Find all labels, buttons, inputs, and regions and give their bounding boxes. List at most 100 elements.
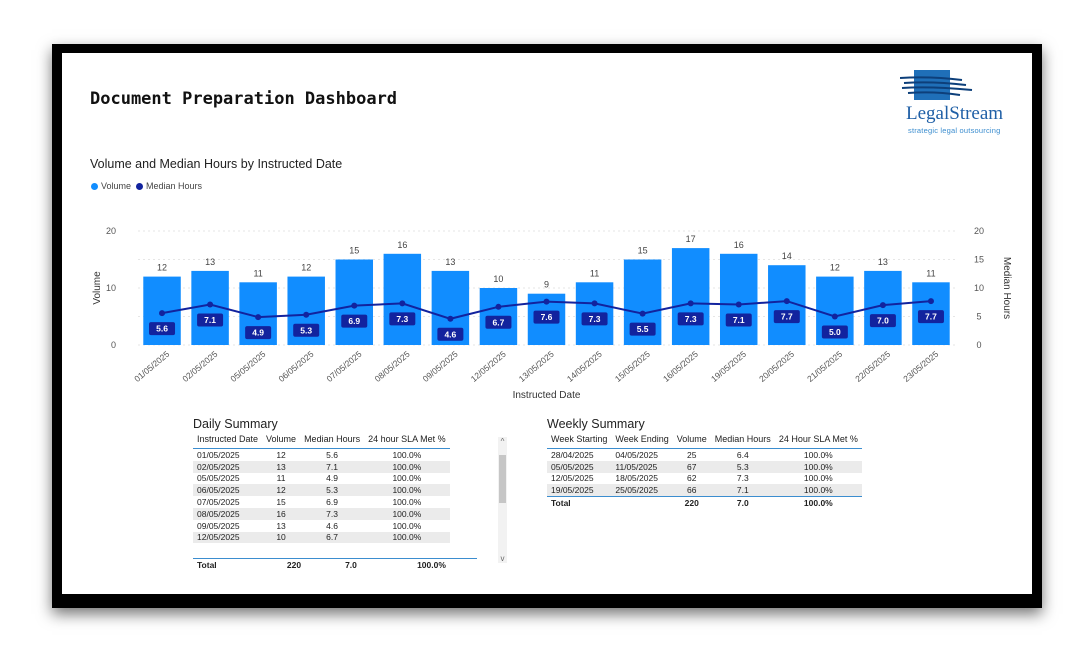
col-header-sla[interactable]: 24 hour SLA Met % (364, 434, 450, 449)
volume-bar[interactable] (383, 253, 422, 345)
table-cell: 12/05/2025 (193, 531, 263, 544)
col-header-week-starting[interactable]: Week Starting (547, 434, 612, 449)
table-row[interactable]: 05/05/2025 11 4.9 100.0% (193, 472, 450, 485)
volume-data-label: 13 (205, 257, 215, 267)
legend-item-median[interactable]: Median Hours (136, 181, 202, 191)
table-row[interactable]: 02/05/2025 13 7.1 100.0% (193, 460, 450, 473)
legend-dot-icon (136, 182, 143, 190)
median-hours-point (879, 302, 886, 309)
table-cell: 7.3 (710, 472, 775, 485)
report-canvas: Document Preparation Dashboard LegalStre… (62, 53, 1032, 594)
weekly-summary-table[interactable]: Week Starting Week Ending Volume Median … (547, 434, 862, 509)
x-axis-title: Instructed Date (513, 390, 581, 401)
volume-bar[interactable] (671, 248, 710, 345)
col-header-volume[interactable]: Volume (672, 434, 711, 449)
volume-bar[interactable] (335, 259, 374, 346)
table-cell: 100.0% (364, 543, 450, 544)
volume-data-label: 12 (157, 263, 167, 273)
table-cell: 07/05/2025 (193, 496, 263, 508)
x-tick-label: 22/05/2025 (853, 349, 892, 384)
median-hours-point (207, 301, 214, 308)
table-cell: 10 (262, 531, 301, 544)
median-hours-point (495, 303, 502, 310)
table-cell: 66 (672, 484, 711, 497)
median-label-bg (725, 313, 752, 327)
median-label-bg (533, 310, 560, 324)
median-data-label: 7.0 (877, 316, 889, 326)
volume-data-label: 11 (253, 268, 262, 278)
median-data-label: 7.7 (925, 312, 937, 322)
total-volume: 220 (272, 557, 316, 571)
median-label-bg (389, 312, 416, 326)
combo-chart: 0 10 20 0 5 10 15 20 Volume Median Hours Instructe… (92, 226, 1012, 401)
median-hours-point (927, 298, 934, 305)
table-cell: 100.0% (364, 484, 450, 497)
col-header-week-ending[interactable]: Week Ending (611, 434, 673, 449)
median-label-bg (197, 313, 224, 327)
table-cell: 100.0% (774, 472, 862, 485)
chevron-down-icon[interactable]: v (500, 554, 505, 563)
median-hours-point (351, 302, 358, 309)
table-cell: 100.0% (364, 460, 450, 473)
table-row[interactable]: 19/05/2025 25/05/2025 66 7.1 100.0% (547, 484, 862, 497)
col-header-median-hours[interactable]: Median Hours (300, 434, 365, 449)
median-data-label: 6.9 (348, 316, 360, 326)
table-row[interactable]: 12/05/2025 10 6.7 100.0% (193, 531, 450, 544)
median-hours-point (687, 300, 694, 307)
median-hours-point (831, 313, 838, 320)
table-row[interactable]: 07/05/2025 15 6.9 100.0% (193, 496, 450, 508)
total-cell: 7.0 (710, 496, 775, 509)
x-tick-label: 08/05/2025 (373, 349, 412, 384)
y-axis-title: Volume (92, 271, 103, 305)
volume-bar[interactable] (719, 253, 758, 345)
table-row[interactable]: 08/05/2025 16 7.3 100.0% (193, 507, 450, 520)
chevron-up-icon[interactable]: ^ (500, 437, 505, 446)
table-row[interactable]: 01/05/2025 12 5.6 100.0% (193, 448, 450, 461)
table-row[interactable]: 28/04/2025 04/05/2025 25 6.4 100.0% (547, 448, 862, 461)
daily-summary-table[interactable]: Instructed Date Volume Median Hours 24 h… (193, 434, 471, 544)
volume-data-label: 13 (878, 257, 888, 267)
scroll-thumb[interactable] (499, 455, 506, 503)
daily-scrollbar[interactable]: ^ v (498, 437, 507, 563)
volume-data-label: 13 (445, 257, 455, 267)
table-cell: 12 (262, 484, 301, 497)
table-cell: 5.3 (710, 460, 775, 473)
total-cell: Total (547, 496, 612, 509)
median-hours-point (159, 310, 166, 317)
median-data-label: 7.7 (781, 312, 793, 322)
table-row[interactable]: 06/05/2025 12 5.3 100.0% (193, 484, 450, 497)
logo-mark-icon (899, 70, 973, 100)
col-header-sla[interactable]: 24 Hour SLA Met % (774, 434, 862, 449)
col-header-instructed-date[interactable]: Instructed Date (193, 434, 263, 449)
table-cell: 4.6 (300, 519, 365, 532)
table-cell: 5.3 (300, 484, 365, 497)
table-row[interactable]: 05/05/2025 11/05/2025 67 5.3 100.0% (547, 460, 862, 473)
y2-tick-label: 20 (974, 226, 984, 236)
table-cell: 6.4 (710, 448, 775, 461)
table-row[interactable]: 12/05/2025 18/05/2025 62 7.3 100.0% (547, 472, 862, 485)
table-cell: 100.0% (364, 507, 450, 520)
legend-item-volume[interactable]: Volume (91, 181, 131, 191)
y2-tick-label: 15 (974, 255, 984, 265)
table-row[interactable]: 09/05/2025 13 4.6 100.0% (193, 519, 450, 532)
table-cell: 100.0% (364, 496, 450, 508)
daily-summary-title: Daily Summary (193, 417, 278, 431)
table-cell: 100.0% (364, 472, 450, 485)
weekly-summary-title: Weekly Summary (547, 417, 645, 431)
table-cell: 05/05/2025 (547, 460, 612, 473)
table-cell: 100.0% (774, 460, 862, 473)
table-cell: 7.6 (300, 543, 365, 544)
legend-label-median: Median Hours (146, 181, 203, 191)
median-hours-point (783, 298, 790, 305)
table-cell: 18/05/2025 (611, 472, 673, 485)
median-hours-point (447, 315, 454, 322)
col-header-median-hours[interactable]: Median Hours (710, 434, 775, 449)
table-cell: 15 (262, 496, 301, 508)
table-cell: 08/05/2025 (193, 507, 263, 520)
table-cell: 5.6 (300, 448, 365, 461)
total-cell: 100.0% (774, 496, 862, 509)
col-header-volume[interactable]: Volume (262, 434, 301, 449)
median-data-label: 5.5 (637, 324, 649, 334)
y-tick-label: 0 (111, 340, 116, 350)
